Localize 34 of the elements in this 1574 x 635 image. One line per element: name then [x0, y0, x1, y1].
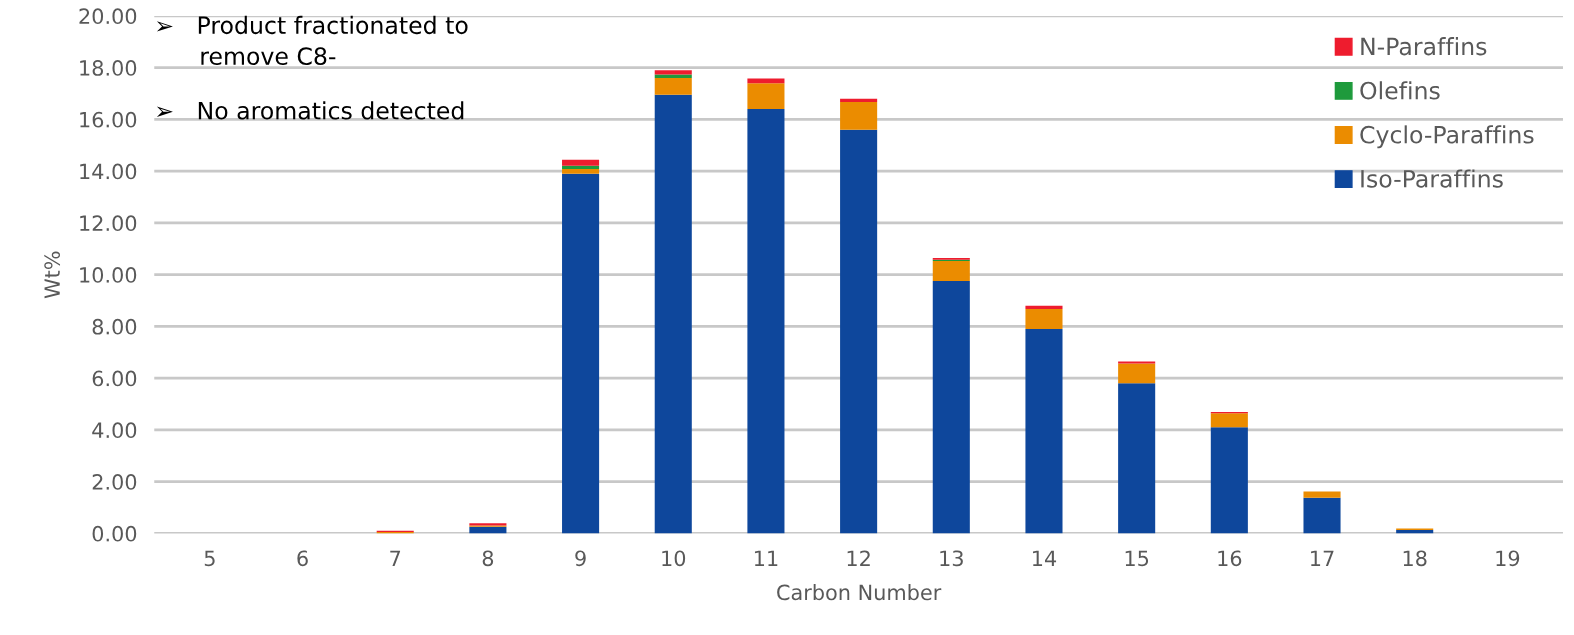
y-tick-label: 4.00: [92, 422, 137, 439]
y-axis-title: Wt%: [44, 251, 61, 299]
legend-label: Iso-Paraffins: [1361, 169, 1503, 188]
annotation: ➢ Product fractionated to remove C8-: [156, 15, 468, 66]
y-tick-label: 12.00: [80, 215, 137, 232]
x-tick-label: 19: [1496, 550, 1520, 567]
x-tick-label: 10: [662, 550, 686, 567]
legend-label: Olefins: [1360, 81, 1440, 100]
y-tick-label: 20.00: [79, 8, 137, 25]
x-tick-label: 7: [390, 550, 401, 566]
x-tick-label: 16: [1218, 550, 1242, 567]
x-tick-label: 6: [297, 550, 308, 567]
x-tick-label: 13: [940, 550, 963, 567]
y-tick-label: 18.00: [80, 60, 137, 76]
x-tick-label: 17: [1311, 550, 1334, 566]
legend-label: N-Paraffins: [1361, 37, 1487, 56]
x-tick-label: 14: [1033, 550, 1057, 566]
y-tick-label: 2.00: [92, 474, 137, 490]
x-tick-label: 9: [575, 550, 586, 567]
annotation: ➢ No aromatics detected: [156, 101, 464, 120]
legend-label: Cyclo-Paraffins: [1360, 125, 1534, 149]
y-tick-label: 0.00: [92, 525, 137, 542]
x-tick-label: 18: [1403, 550, 1427, 567]
y-tick-label: 6.00: [92, 370, 137, 387]
x-tick-label: 12: [847, 550, 870, 566]
x-tick-label: 8: [482, 550, 494, 567]
y-tick-label: 10.00: [80, 267, 137, 283]
y-tick-label: 14.00: [80, 163, 137, 180]
y-tick-label: 16.00: [80, 111, 137, 128]
x-axis-title: Carbon Number: [777, 584, 942, 601]
x-tick-label: 11: [754, 550, 778, 566]
y-tick-label: 8.00: [92, 318, 137, 335]
x-tick-label: 15: [1125, 550, 1149, 567]
x-tick-label: 5: [204, 550, 215, 567]
